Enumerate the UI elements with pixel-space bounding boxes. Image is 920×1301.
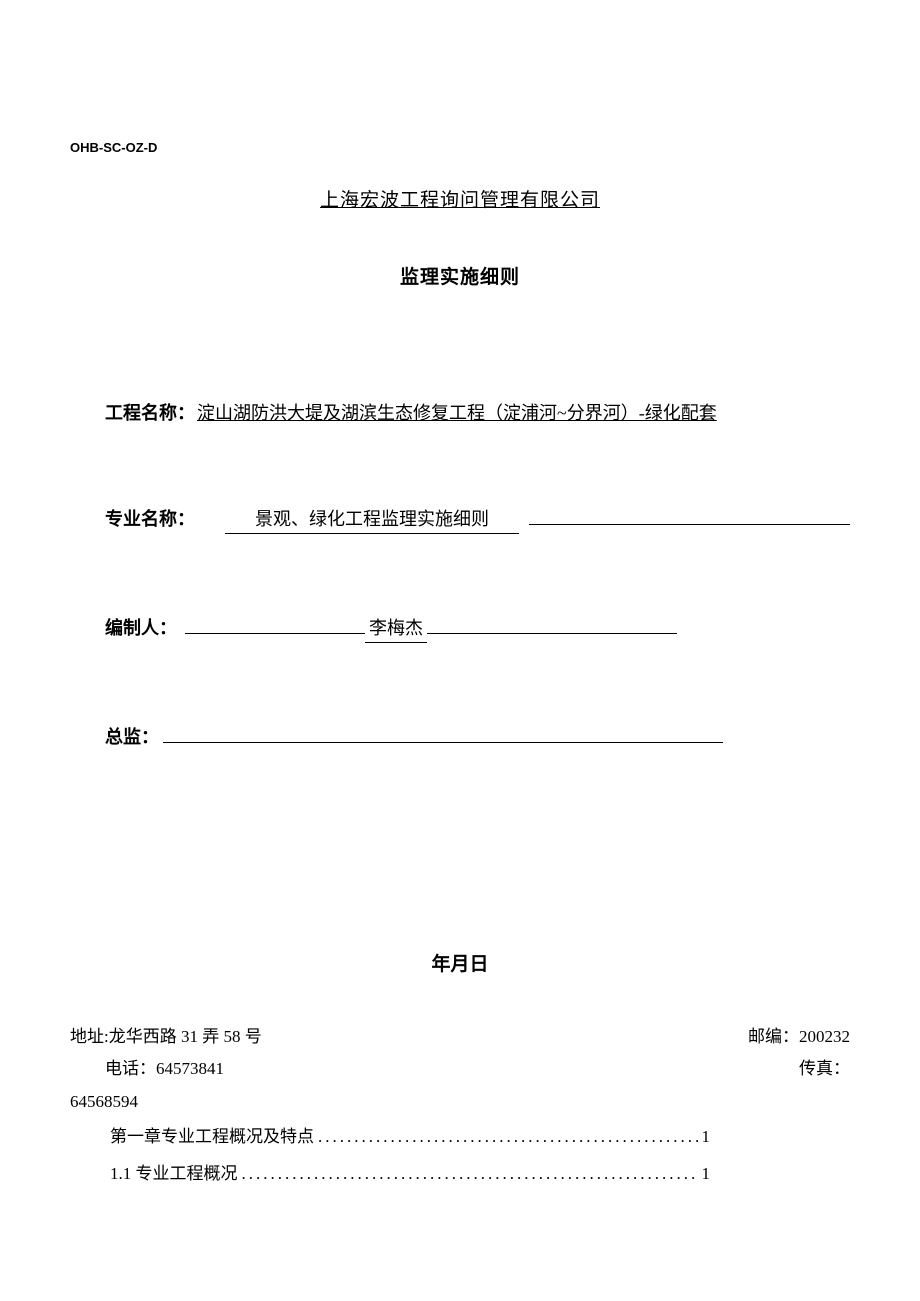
- toc-row: 第一章专业工程概况及特点 1: [110, 1118, 850, 1155]
- compiler-label: 编制人：: [105, 614, 177, 640]
- footer: 地址:龙华西路 31 弄 58 号 邮编：200232 电话：64573841 …: [70, 1021, 850, 1118]
- toc-row: 1.1 专业工程概况 1: [110, 1155, 850, 1192]
- compiler-row: 编制人： 李梅杰: [70, 614, 850, 643]
- postcode: 邮编：200232: [748, 1021, 850, 1053]
- toc-dots: [318, 1118, 698, 1155]
- address-value: 龙华西路 31 弄 58 号: [109, 1027, 262, 1046]
- specialty-label: 专业名称：: [105, 505, 195, 531]
- specialty-row: 专业名称： 景观、绿化工程监理实施细则: [70, 505, 850, 534]
- toc-page: 1: [702, 1118, 851, 1155]
- compiler-value: 李梅杰: [365, 614, 427, 643]
- supervisor-row: 总监：: [70, 723, 850, 749]
- supervisor-label: 总监：: [105, 723, 159, 749]
- supervisor-underline: [163, 725, 723, 743]
- project-name-row: 工程名称： 淀山湖防洪大堤及湖滨生态修复工程（淀浦河~分界河）-绿化配套: [70, 399, 850, 425]
- date-line: 年月日: [70, 949, 850, 976]
- specialty-value: 景观、绿化工程监理实施细则: [225, 505, 519, 534]
- compiler-underline-lead: [185, 616, 365, 634]
- project-name-value: 淀山湖防洪大堤及湖滨生态修复工程（淀浦河~分界河）-绿化配套: [197, 399, 717, 425]
- fax-label: 传真：: [799, 1053, 850, 1085]
- footer-line-1: 地址:龙华西路 31 弄 58 号 邮编：200232: [70, 1021, 850, 1053]
- postcode-value: 200232: [799, 1027, 850, 1046]
- compiler-underline-trail: [427, 616, 677, 634]
- footer-line-2: 电话：64573841 传真：: [70, 1053, 850, 1085]
- project-name-label: 工程名称：: [105, 399, 195, 425]
- toc-title: 第一章专业工程概况及特点: [110, 1118, 314, 1155]
- company-name: 上海宏波工程询问管理有限公司: [70, 185, 850, 212]
- phone: 电话：64573841: [105, 1053, 224, 1085]
- document-code: OHB-SC-OZ-D: [70, 140, 850, 155]
- postcode-label: 邮编：: [748, 1027, 799, 1046]
- footer-line-3: 64568594: [70, 1086, 850, 1118]
- toc-dots: [242, 1155, 698, 1192]
- fax-value: 64568594: [70, 1092, 138, 1111]
- address: 地址:龙华西路 31 弄 58 号: [70, 1021, 262, 1053]
- phone-label: 电话：: [105, 1059, 156, 1078]
- table-of-contents: 第一章专业工程概况及特点 1 1.1 专业工程概况 1: [70, 1118, 850, 1193]
- address-label: 地址:: [70, 1027, 109, 1046]
- toc-page: 1: [702, 1155, 851, 1192]
- document-title: 监理实施细则: [70, 262, 850, 289]
- toc-title: 1.1 专业工程概况: [110, 1155, 238, 1192]
- specialty-underline: [529, 507, 850, 525]
- phone-value: 64573841: [156, 1059, 224, 1078]
